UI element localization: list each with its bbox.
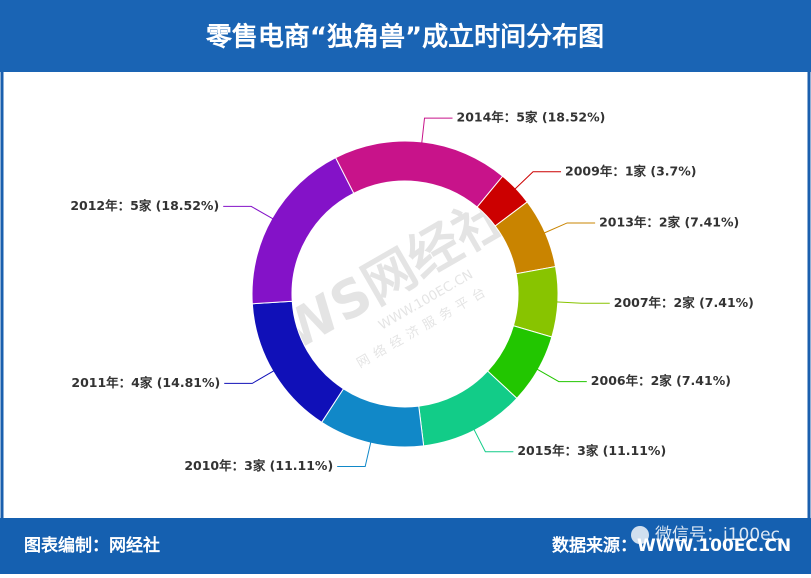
header-bar bbox=[0, 0, 811, 72]
wechat-icon bbox=[631, 526, 649, 544]
slice-label: 2011年：4家 (14.81%) bbox=[71, 375, 220, 390]
slice-label: 2010年：3家 (11.11%) bbox=[184, 458, 333, 473]
slice-label: 2009年：1家 (3.7%) bbox=[565, 163, 696, 178]
leader-line bbox=[473, 428, 514, 453]
leader-line bbox=[337, 441, 372, 467]
chart-title: 零售电商“独角兽”成立时间分布图 bbox=[206, 22, 604, 53]
leader-line bbox=[224, 369, 275, 384]
slice-label: 2006年：2家 (7.41%) bbox=[591, 373, 731, 388]
slice-label: 2012年：5家 (18.52%) bbox=[70, 198, 219, 213]
donut-slice bbox=[512, 265, 559, 338]
donut-slice bbox=[251, 157, 355, 305]
slice-label: 2014年：5家 (18.52%) bbox=[457, 110, 606, 125]
wechat-id: 微信号：i100ec bbox=[655, 525, 780, 545]
plot: 2014年：5家 (18.52%) 2009年：1家 (3.7%) 2013年：2家… bbox=[70, 110, 754, 473]
footer-left: 图表编制：网经社 bbox=[24, 535, 160, 556]
leader-line bbox=[421, 117, 453, 144]
leader-line bbox=[535, 368, 587, 383]
leader-line bbox=[555, 301, 610, 304]
slice-label: 2015年：3家 (11.11%) bbox=[517, 443, 666, 458]
leader-line bbox=[513, 171, 562, 191]
leader-line bbox=[543, 222, 596, 234]
footer-right: 数据来源：WWW.100EC.CN bbox=[552, 535, 791, 556]
footer-bar bbox=[0, 518, 811, 574]
slice-label: 2007年：2家 (7.41%) bbox=[614, 295, 754, 310]
leader-line bbox=[223, 205, 275, 220]
slice-label: 2013年：2家 (7.41%) bbox=[599, 214, 739, 229]
